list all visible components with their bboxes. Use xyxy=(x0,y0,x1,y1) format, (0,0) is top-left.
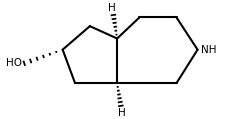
Text: HO: HO xyxy=(6,58,22,68)
Text: H: H xyxy=(108,2,116,12)
Text: H: H xyxy=(118,108,125,118)
Text: NH: NH xyxy=(200,45,215,55)
